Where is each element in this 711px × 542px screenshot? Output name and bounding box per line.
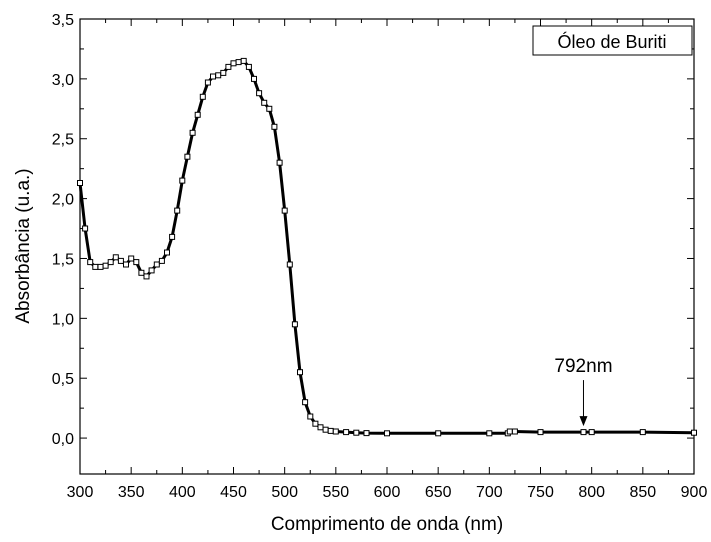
data-point [169, 233, 176, 240]
data-point [307, 413, 314, 420]
data-point [174, 207, 181, 214]
data-point [123, 261, 129, 268]
x-tick-label: 850 [629, 484, 656, 501]
y-tick-label: 3,5 [52, 12, 74, 29]
data-point [297, 369, 303, 376]
data-point [82, 225, 89, 232]
data-point [107, 259, 114, 266]
data-point [220, 69, 227, 76]
data-point [691, 429, 697, 436]
y-tick-label: 2,5 [52, 132, 74, 149]
data-point [245, 63, 252, 70]
x-tick-label: 600 [374, 484, 401, 501]
legend: Óleo de Buriti [532, 25, 693, 56]
data-point [281, 207, 288, 214]
data-point [261, 99, 268, 106]
data-point [184, 153, 191, 160]
x-axis-label: Comprimento de onda (nm) [271, 514, 503, 535]
x-tick-label: 800 [578, 484, 605, 501]
data-point [77, 180, 83, 186]
data-point [384, 430, 390, 437]
data-point [537, 429, 544, 436]
data-point [215, 72, 222, 79]
data-point [353, 429, 360, 436]
x-tick-label: 700 [476, 484, 503, 501]
data-point [256, 90, 263, 97]
data-point [235, 59, 242, 66]
y-tick-label: 1,0 [52, 311, 74, 328]
data-point [271, 123, 278, 130]
x-tick-label: 300 [67, 484, 94, 501]
data-point [276, 159, 283, 166]
x-tick-label: 900 [681, 484, 708, 501]
data-point [102, 262, 109, 269]
x-axis-ticks: 300 350 400 450 500 550 600 650 700 750 800 850 900 [67, 19, 708, 501]
data-point [240, 57, 247, 64]
data-point [133, 259, 140, 266]
x-tick-label: 350 [118, 484, 145, 501]
data-point [486, 430, 493, 437]
data-point [322, 426, 329, 433]
y-axis-label: Absorbância (u.a.) [13, 168, 34, 323]
data-point [312, 420, 319, 427]
data-point [639, 429, 646, 436]
y-tick-label: 2,0 [52, 192, 74, 209]
data-point [204, 79, 211, 86]
annotation-arrow-head [579, 416, 588, 427]
data-point [158, 257, 165, 264]
data-point [153, 261, 160, 268]
data-point [194, 111, 201, 118]
data-point [511, 428, 518, 435]
data-point [343, 429, 350, 436]
y-tick-label: 3,0 [52, 72, 74, 89]
legend-box [532, 25, 693, 56]
data-point [317, 424, 324, 431]
data-point [138, 269, 145, 276]
data-point [588, 429, 595, 436]
y-tick-label: 0,5 [52, 371, 74, 388]
x-tick-label: 550 [322, 484, 349, 501]
data-point [87, 259, 94, 266]
data-point [112, 254, 119, 261]
data-point [302, 399, 309, 406]
y-tick-label: 0,0 [52, 431, 74, 448]
data-point [327, 427, 334, 434]
series-markers [77, 57, 697, 437]
data-point [117, 257, 124, 264]
data-point [143, 273, 150, 280]
x-tick-label: 650 [425, 484, 452, 501]
data-point [230, 60, 237, 67]
data-point [97, 263, 104, 270]
data-point [580, 429, 587, 436]
data-point [199, 93, 206, 100]
x-tick-label: 400 [169, 484, 196, 501]
annotation-label: 792nm [554, 356, 612, 377]
data-point [92, 263, 99, 270]
data-point [332, 428, 339, 435]
data-point [225, 63, 232, 70]
data-point [179, 177, 186, 184]
data-point [266, 105, 273, 112]
data-point [148, 267, 155, 274]
x-tick-label: 500 [271, 484, 298, 501]
data-point [506, 428, 513, 435]
data-point [363, 430, 370, 437]
data-point [435, 430, 442, 437]
data-point [210, 73, 216, 80]
data-point [128, 255, 135, 262]
data-point [286, 261, 293, 268]
plot-frame [79, 18, 695, 475]
y-axis-ticks: 0,0 0,5 1,0 1,5 2,0 2,5 3,0 3,5 [52, 12, 694, 448]
data-point [189, 129, 196, 136]
x-tick-label: 750 [527, 484, 554, 501]
data-point [164, 249, 170, 256]
series-line-oleo-de-buriti [78, 59, 695, 435]
x-tick-label: 450 [220, 484, 247, 501]
annotation-792nm: 792nm [554, 356, 613, 427]
y-tick-label: 1,5 [52, 251, 74, 268]
data-point [291, 321, 298, 328]
legend-label: Óleo de Buriti [557, 31, 666, 52]
data-point [251, 75, 257, 82]
